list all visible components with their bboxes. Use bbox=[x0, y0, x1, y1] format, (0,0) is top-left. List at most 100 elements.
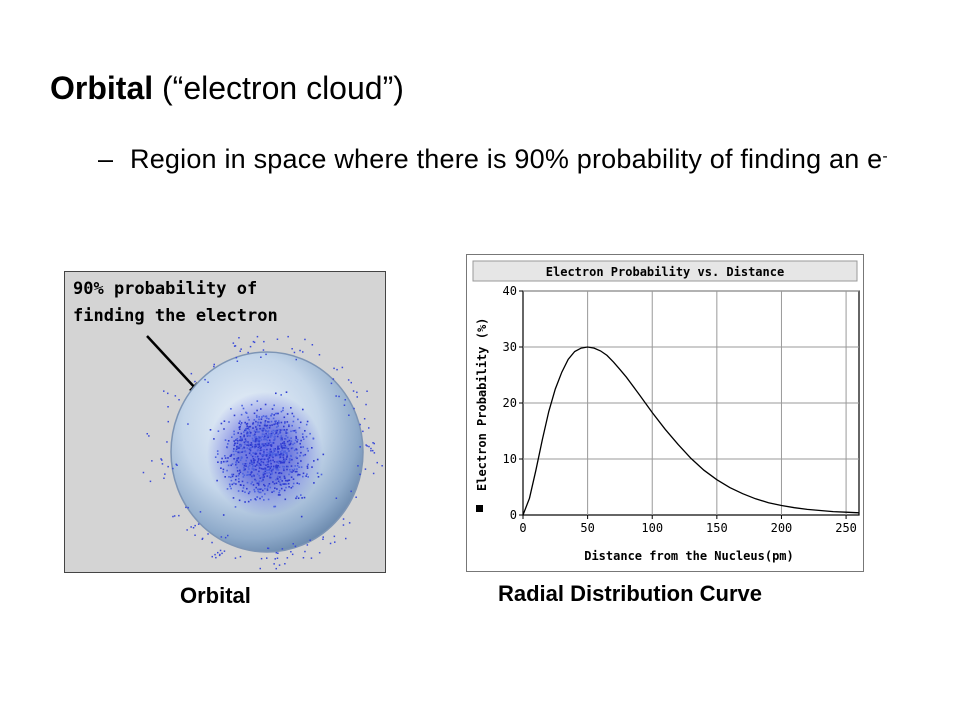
electron-dot bbox=[248, 491, 251, 493]
electron-dot bbox=[370, 447, 372, 450]
electron-dot bbox=[228, 483, 231, 486]
electron-dot bbox=[220, 422, 223, 425]
electron-dot bbox=[276, 488, 278, 490]
electron-dot bbox=[279, 451, 282, 453]
electron-dot bbox=[261, 430, 264, 433]
electron-dot bbox=[312, 437, 315, 440]
electron-dot bbox=[258, 480, 261, 483]
electron-dot bbox=[263, 433, 265, 436]
electron-dot bbox=[262, 415, 265, 417]
electron-dot bbox=[291, 412, 294, 415]
electron-dot bbox=[271, 491, 273, 493]
electron-dot bbox=[284, 421, 286, 423]
electron-dot bbox=[233, 453, 235, 456]
electron-dot bbox=[251, 437, 254, 440]
electron-dot bbox=[251, 467, 254, 470]
electron-dot bbox=[271, 455, 273, 458]
electron-dot bbox=[306, 465, 309, 468]
electron-dot bbox=[302, 454, 305, 457]
electron-dot bbox=[257, 446, 260, 449]
electron-dot bbox=[277, 452, 280, 455]
electron-dot bbox=[274, 558, 276, 560]
electron-dot bbox=[283, 450, 285, 453]
electron-dot bbox=[236, 470, 239, 472]
electron-dot bbox=[284, 452, 287, 454]
electron-dot bbox=[235, 439, 237, 441]
electron-dot bbox=[277, 480, 280, 483]
electron-dot bbox=[239, 423, 242, 426]
electron-dot bbox=[285, 479, 287, 482]
electron-dot bbox=[296, 470, 298, 473]
electron-dot bbox=[285, 446, 288, 448]
electron-dot bbox=[293, 415, 295, 418]
electron-dot bbox=[270, 469, 273, 471]
electron-dot bbox=[280, 443, 282, 445]
electron-dot bbox=[224, 457, 227, 459]
chart-title-bar bbox=[472, 260, 858, 282]
electron-dot bbox=[262, 443, 264, 445]
electron-dot bbox=[301, 497, 303, 499]
electron-dot bbox=[224, 476, 226, 478]
electron-dot bbox=[267, 444, 269, 447]
x-tick-label: 100 bbox=[641, 521, 663, 535]
electron-dot bbox=[267, 431, 269, 433]
electron-dot bbox=[250, 482, 252, 485]
electron-dot bbox=[248, 426, 250, 428]
electron-dot bbox=[236, 445, 238, 448]
electron-dot bbox=[178, 514, 180, 517]
electron-dot bbox=[287, 448, 289, 450]
electron-dot bbox=[282, 444, 285, 447]
electron-dot bbox=[231, 463, 234, 465]
electron-dot bbox=[264, 467, 267, 470]
electron-dot bbox=[381, 465, 383, 467]
electron-dot bbox=[274, 471, 277, 474]
electron-dot bbox=[211, 541, 213, 544]
electron-dot bbox=[259, 437, 261, 440]
electron-dot bbox=[260, 464, 262, 466]
electron-dot bbox=[252, 464, 255, 467]
electron-dot bbox=[286, 440, 289, 443]
electron-dot bbox=[254, 498, 256, 500]
electron-dot bbox=[254, 431, 257, 433]
electron-dot bbox=[264, 493, 266, 495]
electron-dot bbox=[238, 422, 240, 424]
electron-dot bbox=[274, 487, 276, 489]
electron-dot bbox=[267, 484, 270, 487]
electron-dot bbox=[280, 394, 282, 396]
electron-dot bbox=[266, 466, 269, 468]
electron-dot bbox=[266, 442, 268, 444]
electron-dot bbox=[251, 462, 254, 465]
electron-dot bbox=[167, 420, 169, 423]
electron-dot bbox=[167, 465, 169, 468]
electron-dot bbox=[309, 432, 311, 435]
electron-dot bbox=[238, 337, 240, 339]
electron-dot bbox=[276, 449, 279, 451]
electron-dot bbox=[283, 483, 285, 485]
electron-dot bbox=[258, 491, 261, 494]
electron-dot bbox=[244, 450, 247, 453]
electron-dot bbox=[266, 461, 268, 463]
electron-dot bbox=[252, 465, 254, 468]
electron-dot bbox=[266, 434, 269, 437]
electron-dot bbox=[257, 458, 260, 460]
electron-dot bbox=[243, 434, 245, 437]
electron-dot bbox=[281, 461, 283, 464]
electron-dot bbox=[262, 445, 264, 447]
electron-dot bbox=[264, 435, 267, 437]
electron-dot bbox=[252, 452, 254, 454]
electron-dot bbox=[366, 390, 368, 392]
electron-dot bbox=[245, 454, 247, 456]
electron-dot bbox=[278, 481, 281, 484]
electron-dots bbox=[142, 335, 383, 570]
electron-dot bbox=[273, 436, 276, 438]
electron-dot bbox=[272, 465, 275, 468]
electron-dot bbox=[257, 490, 260, 493]
electron-dot bbox=[290, 407, 292, 409]
electron-dot bbox=[224, 455, 226, 457]
electron-dot bbox=[282, 465, 284, 468]
electron-dot bbox=[286, 421, 289, 423]
electron-dot bbox=[242, 407, 245, 410]
electron-dot bbox=[264, 487, 266, 490]
electron-dot bbox=[267, 547, 269, 549]
electron-dot bbox=[235, 475, 238, 478]
